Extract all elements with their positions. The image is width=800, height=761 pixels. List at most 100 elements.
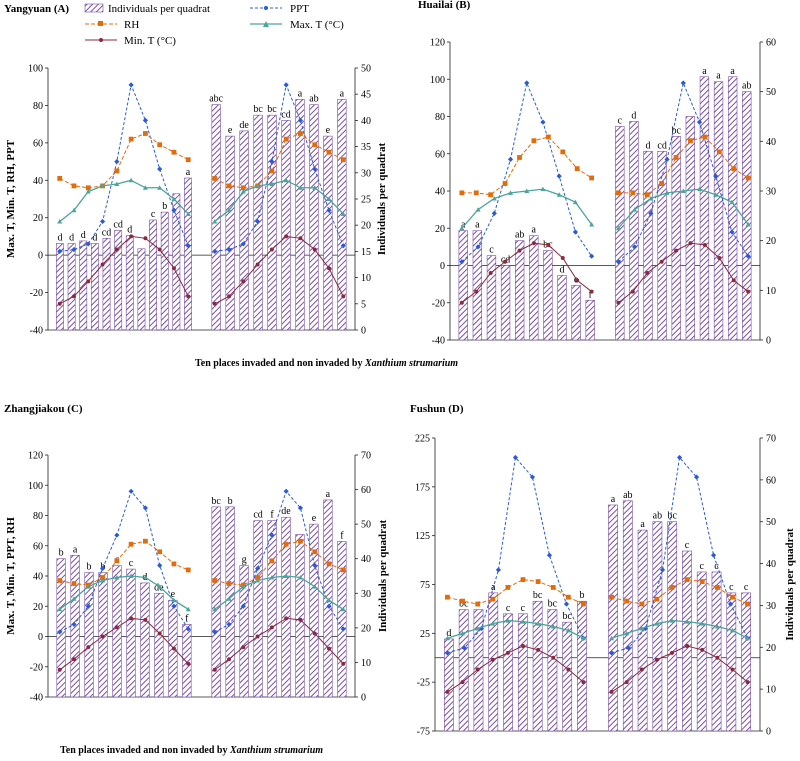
mint-marker — [241, 645, 246, 650]
panel-yangyuan: Yangyuan (A) -40 -20 0 20 40 60 80 100 0 5 10 15 20 25… — [4, 3, 388, 337]
maxt-marker — [114, 575, 120, 580]
significance-letter: f — [185, 613, 189, 624]
mint-marker — [531, 241, 536, 246]
ppt-marker — [632, 244, 638, 250]
rh-marker — [581, 601, 586, 607]
significance-letter: ab — [515, 230, 524, 241]
rh-marker — [574, 166, 580, 172]
rh-marker — [659, 181, 665, 186]
right-tick-label: 50 — [766, 87, 776, 98]
maxt-marker — [128, 177, 134, 183]
ppt-marker — [283, 82, 289, 88]
left-tick-label: 100 — [28, 64, 43, 75]
legend-mint-label: Min. T (°C) — [124, 35, 176, 47]
significance-letter: bc — [267, 104, 277, 115]
mint-marker — [717, 256, 722, 261]
significance-letter: cd — [657, 140, 666, 151]
rh-marker — [171, 561, 177, 567]
rh-marker — [490, 596, 496, 602]
rh-marker — [114, 558, 120, 564]
mint-marker — [670, 650, 675, 655]
series-line-maxt — [611, 619, 748, 639]
bar — [517, 613, 528, 732]
ppt-marker — [171, 603, 177, 609]
ppt-marker — [478, 625, 485, 632]
significance-letter: a — [340, 88, 345, 99]
significance-letter: a — [611, 494, 616, 505]
maxt-marker — [157, 584, 163, 589]
left-tick-label: 225 — [415, 434, 430, 445]
rh-marker — [445, 594, 450, 600]
series-line-rh — [618, 136, 749, 196]
bar — [742, 91, 752, 341]
ppt-marker — [572, 229, 578, 235]
mint-marker — [639, 667, 644, 672]
rh-marker — [185, 157, 191, 163]
ppt-marker — [713, 173, 719, 179]
mint-marker — [212, 301, 217, 306]
significance-letter: a — [702, 66, 707, 77]
series-line-rh — [59, 540, 189, 586]
panel-fushun: Fushun (D) -75 -25 25 75 125 175 225 0 10 20 30 40 50… — [410, 403, 796, 738]
rh-marker — [745, 175, 751, 181]
maxt-marker — [212, 606, 218, 612]
bar — [79, 240, 88, 331]
maxt-marker — [565, 627, 571, 633]
rh-marker — [520, 577, 526, 583]
ppt-marker — [171, 207, 177, 213]
right-tick-label: 60 — [766, 38, 776, 49]
rh-marker — [673, 155, 679, 160]
mint-marker — [520, 644, 525, 649]
series-line-ppt — [618, 81, 749, 263]
legend-rh-label: RH — [124, 19, 139, 31]
right-tick-label: 0 — [766, 336, 771, 347]
maxt-marker — [85, 584, 91, 589]
ppt-marker — [659, 567, 666, 573]
rh-marker — [630, 190, 636, 196]
legend-maxt-marker — [263, 21, 269, 27]
rh-marker — [143, 538, 148, 544]
mint-marker — [503, 259, 508, 264]
rh-marker — [143, 131, 148, 136]
ppt-marker — [297, 505, 304, 511]
bar — [149, 219, 157, 331]
bar — [643, 150, 653, 341]
significance-letter: bc — [533, 590, 543, 601]
bar — [667, 521, 678, 732]
mint-marker — [284, 616, 289, 621]
maxt-marker — [654, 621, 660, 626]
right-tick-label: 15 — [361, 247, 371, 258]
bar — [137, 248, 146, 331]
maxt-marker — [713, 192, 719, 197]
significance-letter: a — [461, 220, 466, 231]
right-axis-label: Individuals per quadrat — [377, 520, 389, 633]
ppt-marker — [128, 488, 134, 494]
series-line-maxt — [59, 575, 189, 610]
significance-letter: c — [685, 540, 690, 551]
rh-marker — [340, 157, 346, 163]
maxt-marker — [240, 584, 246, 589]
maxt-marker — [699, 621, 705, 626]
right-tick-label: 0 — [766, 727, 771, 738]
panel-huailai: Huailai (B) -40 -20 0 20 40 60 80 100 120 0 10 20 30 4… — [418, 0, 776, 347]
ppt-marker — [491, 210, 497, 216]
mint-marker — [560, 256, 565, 261]
mint-marker — [72, 657, 77, 662]
rh-marker — [716, 149, 722, 155]
mint-marker — [227, 294, 232, 299]
right-tick-label: 30 — [766, 601, 776, 612]
maxt-marker — [326, 196, 332, 201]
rh-marker — [475, 601, 481, 607]
mint-marker — [143, 236, 148, 241]
significance-letter: c — [700, 561, 705, 572]
mint-marker — [171, 646, 176, 651]
ppt-marker — [142, 117, 149, 123]
mint-marker — [688, 241, 693, 246]
bar — [562, 621, 573, 732]
rh-marker — [171, 149, 177, 155]
right-axis-label: Individuals per quadrat — [784, 528, 796, 641]
right-tick-label: 50 — [766, 517, 776, 528]
bar — [225, 506, 235, 698]
right-tick-label: 50 — [361, 64, 371, 75]
rh-marker — [71, 581, 77, 586]
